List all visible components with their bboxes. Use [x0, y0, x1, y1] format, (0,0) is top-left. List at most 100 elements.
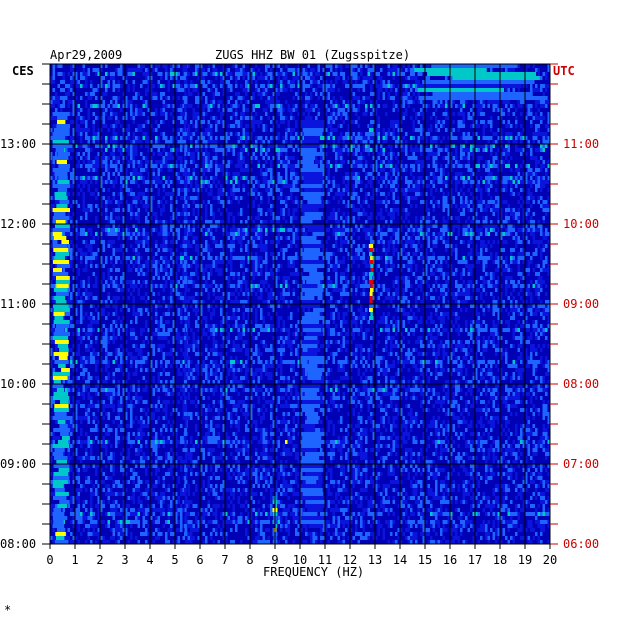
noise-cell: [530, 184, 533, 188]
noise-cell: [235, 116, 238, 120]
noise-cell: [130, 144, 133, 148]
noise-cell: [415, 216, 418, 220]
noise-cell: [540, 84, 543, 88]
noise-cell: [502, 200, 505, 204]
noise-cell: [102, 108, 105, 112]
noise-cell: [285, 148, 288, 152]
noise-cell: [282, 76, 285, 80]
noise-cell: [405, 132, 408, 136]
noise-cell: [472, 172, 475, 176]
noise-cell: [337, 140, 340, 144]
noise-cell: [182, 164, 185, 168]
noise-cell: [332, 108, 335, 112]
noise-cell: [360, 256, 363, 260]
noise-cell: [357, 132, 360, 136]
noise-cell: [467, 152, 470, 156]
noise-cell: [380, 192, 383, 196]
noise-cell: [180, 112, 183, 116]
noise-cell: [420, 220, 423, 224]
noise-cell: [170, 216, 173, 220]
noise-cell: [387, 224, 390, 228]
noise-cell: [527, 212, 530, 216]
noise-cell: [262, 140, 265, 144]
noise-cell: [477, 144, 480, 148]
noise-cell: [252, 152, 255, 156]
noise-cell: [480, 108, 483, 112]
noise-cell: [252, 96, 255, 100]
noise-cell: [377, 152, 380, 156]
noise-cell: [462, 104, 465, 108]
noise-cell: [345, 172, 348, 176]
noise-cell: [542, 160, 545, 164]
noise-cell: [350, 72, 353, 76]
noise-cell: [127, 128, 130, 132]
noise-cell: [485, 220, 488, 224]
noise-cell: [75, 224, 78, 228]
noise-cell: [362, 76, 365, 80]
noise-cell: [327, 116, 330, 120]
noise-cell: [392, 196, 395, 200]
noise-cell: [220, 252, 223, 256]
noise-cell: [517, 236, 520, 240]
noise-cell: [515, 216, 518, 220]
noise-cell: [182, 120, 185, 124]
noise-cell: [377, 236, 380, 240]
noise-cell: [405, 100, 408, 104]
noise-cell: [475, 228, 478, 232]
noise-cell: [147, 180, 150, 184]
noise-cell: [75, 176, 78, 180]
noise-cell: [80, 164, 83, 168]
noise-cell: [175, 248, 178, 252]
noise-cell: [165, 200, 168, 204]
noise-cell: [492, 108, 495, 112]
noise-cell: [490, 120, 493, 124]
noise-cell: [250, 124, 253, 128]
noise-cell: [95, 176, 98, 180]
noise-cell: [532, 88, 535, 92]
noise-cell: [452, 196, 455, 200]
noise-cell: [365, 192, 368, 196]
noise-cell: [150, 156, 153, 160]
noise-cell: [292, 224, 295, 228]
noise-cell: [540, 100, 543, 104]
noise-cell: [307, 96, 310, 100]
noise-cell: [235, 164, 238, 168]
noise-cell: [222, 68, 225, 72]
noise-cell: [57, 84, 60, 88]
noise-cell: [522, 212, 525, 216]
noise-cell: [115, 208, 118, 212]
noise-cell: [212, 116, 215, 120]
noise-cell: [87, 204, 90, 208]
noise-cell: [282, 84, 285, 88]
noise-cell: [497, 256, 500, 260]
noise-cell: [317, 72, 320, 76]
noise-cell: [160, 232, 163, 236]
noise-cell: [420, 108, 423, 112]
noise-cell: [545, 180, 548, 184]
noise-cell: [215, 160, 218, 164]
noise-cell: [480, 120, 483, 124]
noise-cell: [357, 236, 360, 240]
noise-cell: [427, 104, 430, 108]
noise-cell: [117, 248, 120, 252]
noise-cell: [382, 104, 385, 108]
noise-cell: [460, 136, 463, 140]
noise-cell: [350, 100, 353, 104]
noise-cell: [72, 100, 75, 104]
noise-cell: [525, 64, 528, 68]
noise-cell: [392, 128, 395, 132]
noise-cell: [250, 72, 253, 76]
noise-cell: [372, 64, 375, 68]
noise-cell: [55, 64, 58, 68]
noise-cell: [442, 192, 445, 196]
noise-cell: [340, 116, 343, 120]
noise-cell: [295, 144, 298, 148]
noise-cell: [490, 176, 493, 180]
noise-cell: [352, 120, 355, 124]
noise-cell: [120, 168, 123, 172]
noise-cell: [130, 204, 133, 208]
noise-cell: [160, 144, 163, 148]
noise-cell: [510, 132, 513, 136]
noise-cell: [345, 64, 348, 68]
noise-cell: [152, 196, 155, 200]
